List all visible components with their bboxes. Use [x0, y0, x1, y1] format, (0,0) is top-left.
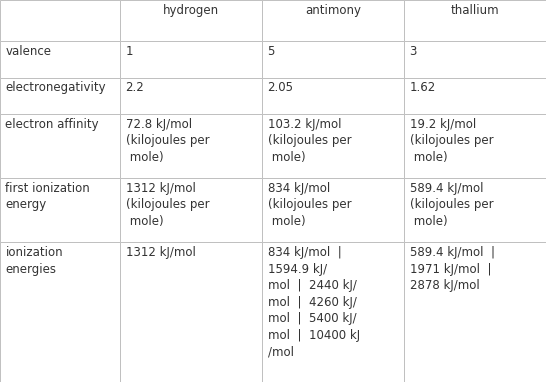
Bar — [404, 114, 546, 178]
Bar — [404, 0, 546, 41]
Text: ionization
energies: ionization energies — [5, 246, 63, 275]
Text: 3: 3 — [410, 45, 417, 58]
Bar — [120, 78, 262, 114]
Bar — [120, 178, 262, 242]
Bar — [262, 178, 404, 242]
Bar — [0, 0, 120, 41]
Text: 2.2: 2.2 — [126, 81, 144, 94]
Bar — [0, 41, 120, 78]
Text: first ionization
energy: first ionization energy — [5, 182, 90, 211]
Text: 103.2 kJ/mol
(kilojoules per
 mole): 103.2 kJ/mol (kilojoules per mole) — [268, 118, 351, 163]
Text: 1: 1 — [126, 45, 133, 58]
Text: 834 kJ/mol
(kilojoules per
 mole): 834 kJ/mol (kilojoules per mole) — [268, 182, 351, 228]
Bar — [404, 242, 546, 382]
Bar — [404, 78, 546, 114]
Bar — [0, 178, 120, 242]
Text: 589.4 kJ/mol  |
1971 kJ/mol  |
2878 kJ/mol: 589.4 kJ/mol | 1971 kJ/mol | 2878 kJ/mol — [410, 246, 495, 292]
Text: 834 kJ/mol  |
1594.9 kJ/
mol  |  2440 kJ/
mol  |  4260 kJ/
mol  |  5400 kJ/
mol : 834 kJ/mol | 1594.9 kJ/ mol | 2440 kJ/ m… — [268, 246, 360, 358]
Bar — [404, 41, 546, 78]
Text: 5: 5 — [268, 45, 275, 58]
Bar — [404, 178, 546, 242]
Text: electronegativity: electronegativity — [5, 81, 106, 94]
Text: thallium: thallium — [450, 4, 500, 17]
Bar — [262, 114, 404, 178]
Text: 72.8 kJ/mol
(kilojoules per
 mole): 72.8 kJ/mol (kilojoules per mole) — [126, 118, 209, 163]
Bar — [262, 78, 404, 114]
Text: antimony: antimony — [305, 4, 361, 17]
Bar — [120, 41, 262, 78]
Text: 2.05: 2.05 — [268, 81, 294, 94]
Bar — [0, 114, 120, 178]
Bar — [120, 114, 262, 178]
Text: valence: valence — [5, 45, 51, 58]
Text: 589.4 kJ/mol
(kilojoules per
 mole): 589.4 kJ/mol (kilojoules per mole) — [410, 182, 493, 228]
Bar — [262, 41, 404, 78]
Bar — [262, 0, 404, 41]
Text: 1312 kJ/mol
(kilojoules per
 mole): 1312 kJ/mol (kilojoules per mole) — [126, 182, 209, 228]
Bar — [120, 0, 262, 41]
Bar — [262, 242, 404, 382]
Text: 1.62: 1.62 — [410, 81, 436, 94]
Text: electron affinity: electron affinity — [5, 118, 99, 131]
Text: 19.2 kJ/mol
(kilojoules per
 mole): 19.2 kJ/mol (kilojoules per mole) — [410, 118, 493, 163]
Bar — [0, 242, 120, 382]
Bar — [0, 78, 120, 114]
Bar — [120, 242, 262, 382]
Text: hydrogen: hydrogen — [163, 4, 219, 17]
Text: 1312 kJ/mol: 1312 kJ/mol — [126, 246, 195, 259]
